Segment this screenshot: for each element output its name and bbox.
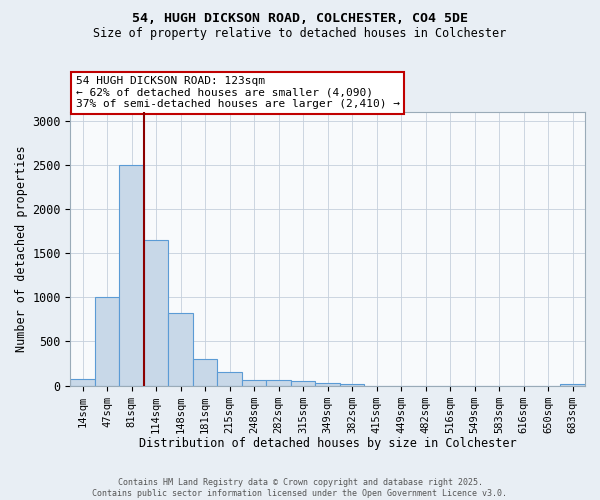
Bar: [266, 380, 291, 386]
X-axis label: Distribution of detached houses by size in Colchester: Distribution of detached houses by size …: [139, 437, 517, 450]
Text: 54 HUGH DICKSON ROAD: 123sqm
← 62% of detached houses are smaller (4,090)
37% of: 54 HUGH DICKSON ROAD: 123sqm ← 62% of de…: [76, 76, 400, 110]
Text: Size of property relative to detached houses in Colchester: Size of property relative to detached ho…: [94, 28, 506, 40]
Bar: [169, 313, 193, 386]
Y-axis label: Number of detached properties: Number of detached properties: [15, 146, 28, 352]
Bar: [144, 240, 169, 386]
Bar: [242, 380, 266, 386]
Bar: [340, 384, 364, 386]
Bar: [291, 381, 316, 386]
Bar: [316, 383, 340, 386]
Bar: [560, 384, 585, 386]
Text: 54, HUGH DICKSON ROAD, COLCHESTER, CO4 5DE: 54, HUGH DICKSON ROAD, COLCHESTER, CO4 5…: [132, 12, 468, 26]
Bar: [217, 372, 242, 386]
Text: Contains HM Land Registry data © Crown copyright and database right 2025.
Contai: Contains HM Land Registry data © Crown c…: [92, 478, 508, 498]
Bar: [193, 359, 217, 386]
Bar: [95, 297, 119, 386]
Bar: [70, 379, 95, 386]
Bar: [119, 165, 144, 386]
